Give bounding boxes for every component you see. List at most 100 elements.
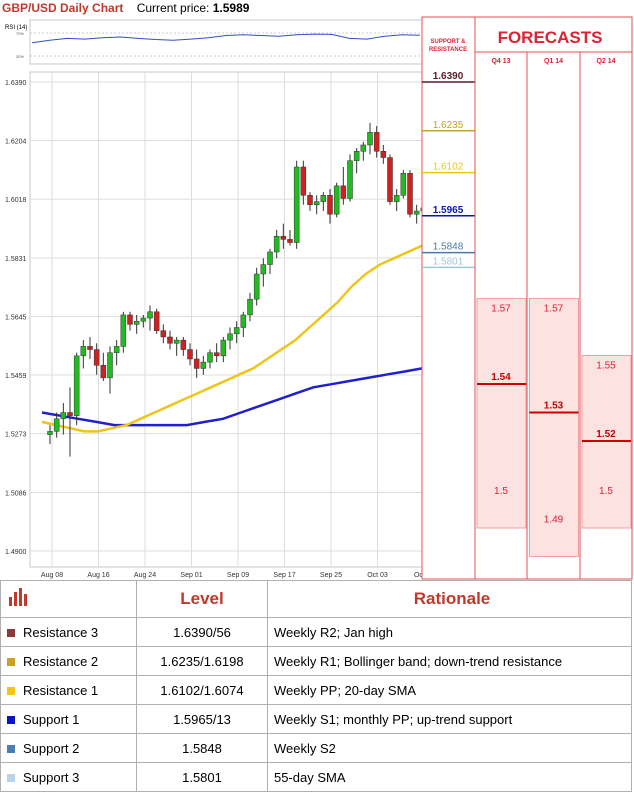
table-row: Resistance 2 1.6235/1.6198 Weekly R1; Boll… xyxy=(0,646,632,676)
y-tick-label: 1.5273 xyxy=(5,432,27,439)
forecast-range xyxy=(529,298,579,557)
level-name-cell: Resistance 1 xyxy=(0,675,137,705)
y-tick-label: 1.6018 xyxy=(5,197,27,204)
candle-body xyxy=(127,314,133,325)
candle-body xyxy=(160,330,167,338)
level-value: 1.5848 xyxy=(136,733,268,763)
candle-body xyxy=(407,173,413,215)
candle-body xyxy=(293,166,300,243)
candle-body xyxy=(173,339,180,344)
chart-area: RSI (14) 70% 30% 1.4900 1.5086 1.5273 1.545… xyxy=(5,16,633,580)
candle-body xyxy=(287,239,293,243)
rationale-header: Rationale xyxy=(267,580,632,618)
candle-body xyxy=(113,346,120,353)
level-value: 1.6235/1.6198 xyxy=(136,646,268,676)
sr-label: 1.5848 xyxy=(433,242,464,253)
sr-label: 1.5801 xyxy=(433,256,464,267)
candle-body xyxy=(213,352,220,357)
level-name: Support 3 xyxy=(23,769,80,785)
level-name-cell: Support 1 xyxy=(0,704,137,734)
candle-body xyxy=(387,157,393,202)
y-tick-label: 1.5831 xyxy=(5,256,27,263)
rsi-level-30: 30% xyxy=(16,54,24,59)
x-tick-label: Sep 25 xyxy=(320,572,342,579)
level-rationale: Weekly PP; 20-day SMA xyxy=(267,675,632,705)
rsi-panel xyxy=(29,19,423,65)
candle-body xyxy=(320,195,327,202)
rsi-level-70: 70% xyxy=(16,31,24,36)
level-name: Support 1 xyxy=(23,711,80,727)
forecast-high: 1.57 xyxy=(544,304,564,315)
candle-body xyxy=(373,132,380,152)
level-name: Support 2 xyxy=(23,740,80,756)
color-swatch xyxy=(7,658,15,667)
candle-body xyxy=(220,339,227,357)
chart-title: GBP/USD Daily Chart Current price: 1.598… xyxy=(2,1,249,15)
candle-body xyxy=(393,195,400,202)
level-name-cell: Support 2 xyxy=(0,733,137,763)
level-rationale: Weekly R2; Jan high xyxy=(267,617,632,647)
forecast-col-label: Q2 14 xyxy=(596,58,615,65)
candle-body xyxy=(400,173,407,196)
sr-column xyxy=(421,16,476,580)
candle-body xyxy=(353,150,360,161)
candle-body xyxy=(87,346,93,350)
candle-body xyxy=(280,235,287,240)
y-tick-label: 1.4900 xyxy=(5,549,27,556)
level-name-cell: Support 3 xyxy=(0,762,137,792)
color-swatch xyxy=(7,774,15,783)
forecast-col-label: Q1 14 xyxy=(544,58,563,65)
candle-body xyxy=(207,352,213,363)
candle-body xyxy=(307,195,313,206)
sr-label: 1.6390 xyxy=(433,71,464,82)
level-value: 1.5801 xyxy=(136,762,268,792)
forecast-col-label: Q4 13 xyxy=(491,58,510,65)
table-row: Support 2 1.5848 Weekly S2 xyxy=(0,733,632,763)
forecast-median: 1.52 xyxy=(596,429,616,440)
x-tick-label: Sep 01 xyxy=(180,572,202,579)
x-tick-label: Aug 24 xyxy=(134,572,156,579)
forecast-median: 1.53 xyxy=(544,401,564,412)
candle-body xyxy=(140,317,147,322)
x-tick-label: Aug 16 xyxy=(87,572,109,579)
candle-body xyxy=(47,431,53,435)
level-value: 1.5965/13 xyxy=(136,704,268,734)
level-rationale: Weekly S2 xyxy=(267,733,632,763)
candle-body xyxy=(367,132,373,146)
level-value: 1.6390/56 xyxy=(136,617,268,647)
candle-body xyxy=(193,358,200,369)
level-name: Resistance 3 xyxy=(23,624,99,640)
levels-table: Level Rationale Resistance 3 1.6390/56 Wee… xyxy=(0,580,632,792)
candle-body xyxy=(53,418,60,432)
sr-label: 1.5965 xyxy=(433,205,464,216)
level-name: Resistance 1 xyxy=(23,682,99,698)
x-tick-label: Sep 17 xyxy=(273,572,295,579)
color-swatch xyxy=(7,745,15,754)
y-tick-label: 1.6204 xyxy=(5,139,27,146)
candle-body xyxy=(267,251,273,265)
candle-body xyxy=(147,311,153,319)
color-swatch xyxy=(7,687,15,696)
x-tick-label: Aug 08 xyxy=(41,572,63,579)
level-name-cell: Resistance 2 xyxy=(0,646,137,676)
candle-body xyxy=(360,144,367,152)
table-row: Resistance 1 1.6102/1.6074 Weekly PP; 20-d… xyxy=(0,675,632,705)
candle-body xyxy=(247,298,253,316)
table-row: Support 3 1.5801 55-day SMA xyxy=(0,762,632,792)
candle-body xyxy=(187,349,193,360)
candle-body xyxy=(340,185,347,199)
level-header: Level xyxy=(136,580,268,618)
candle-body xyxy=(93,349,100,366)
candle-body xyxy=(67,412,73,416)
candle-body xyxy=(260,264,267,275)
color-swatch xyxy=(7,716,15,725)
sma20-line xyxy=(41,244,423,433)
forecast-low: 1.49 xyxy=(544,515,564,526)
candle-body xyxy=(313,201,320,206)
candle-body xyxy=(380,150,387,158)
x-tick-label: Oct 03 xyxy=(367,572,388,579)
forecast-high: 1.57 xyxy=(491,304,511,315)
candle-body xyxy=(133,320,140,325)
level-rationale: Weekly R1; Bollinger band; down-trend re… xyxy=(267,646,632,676)
candle-body xyxy=(273,235,280,253)
